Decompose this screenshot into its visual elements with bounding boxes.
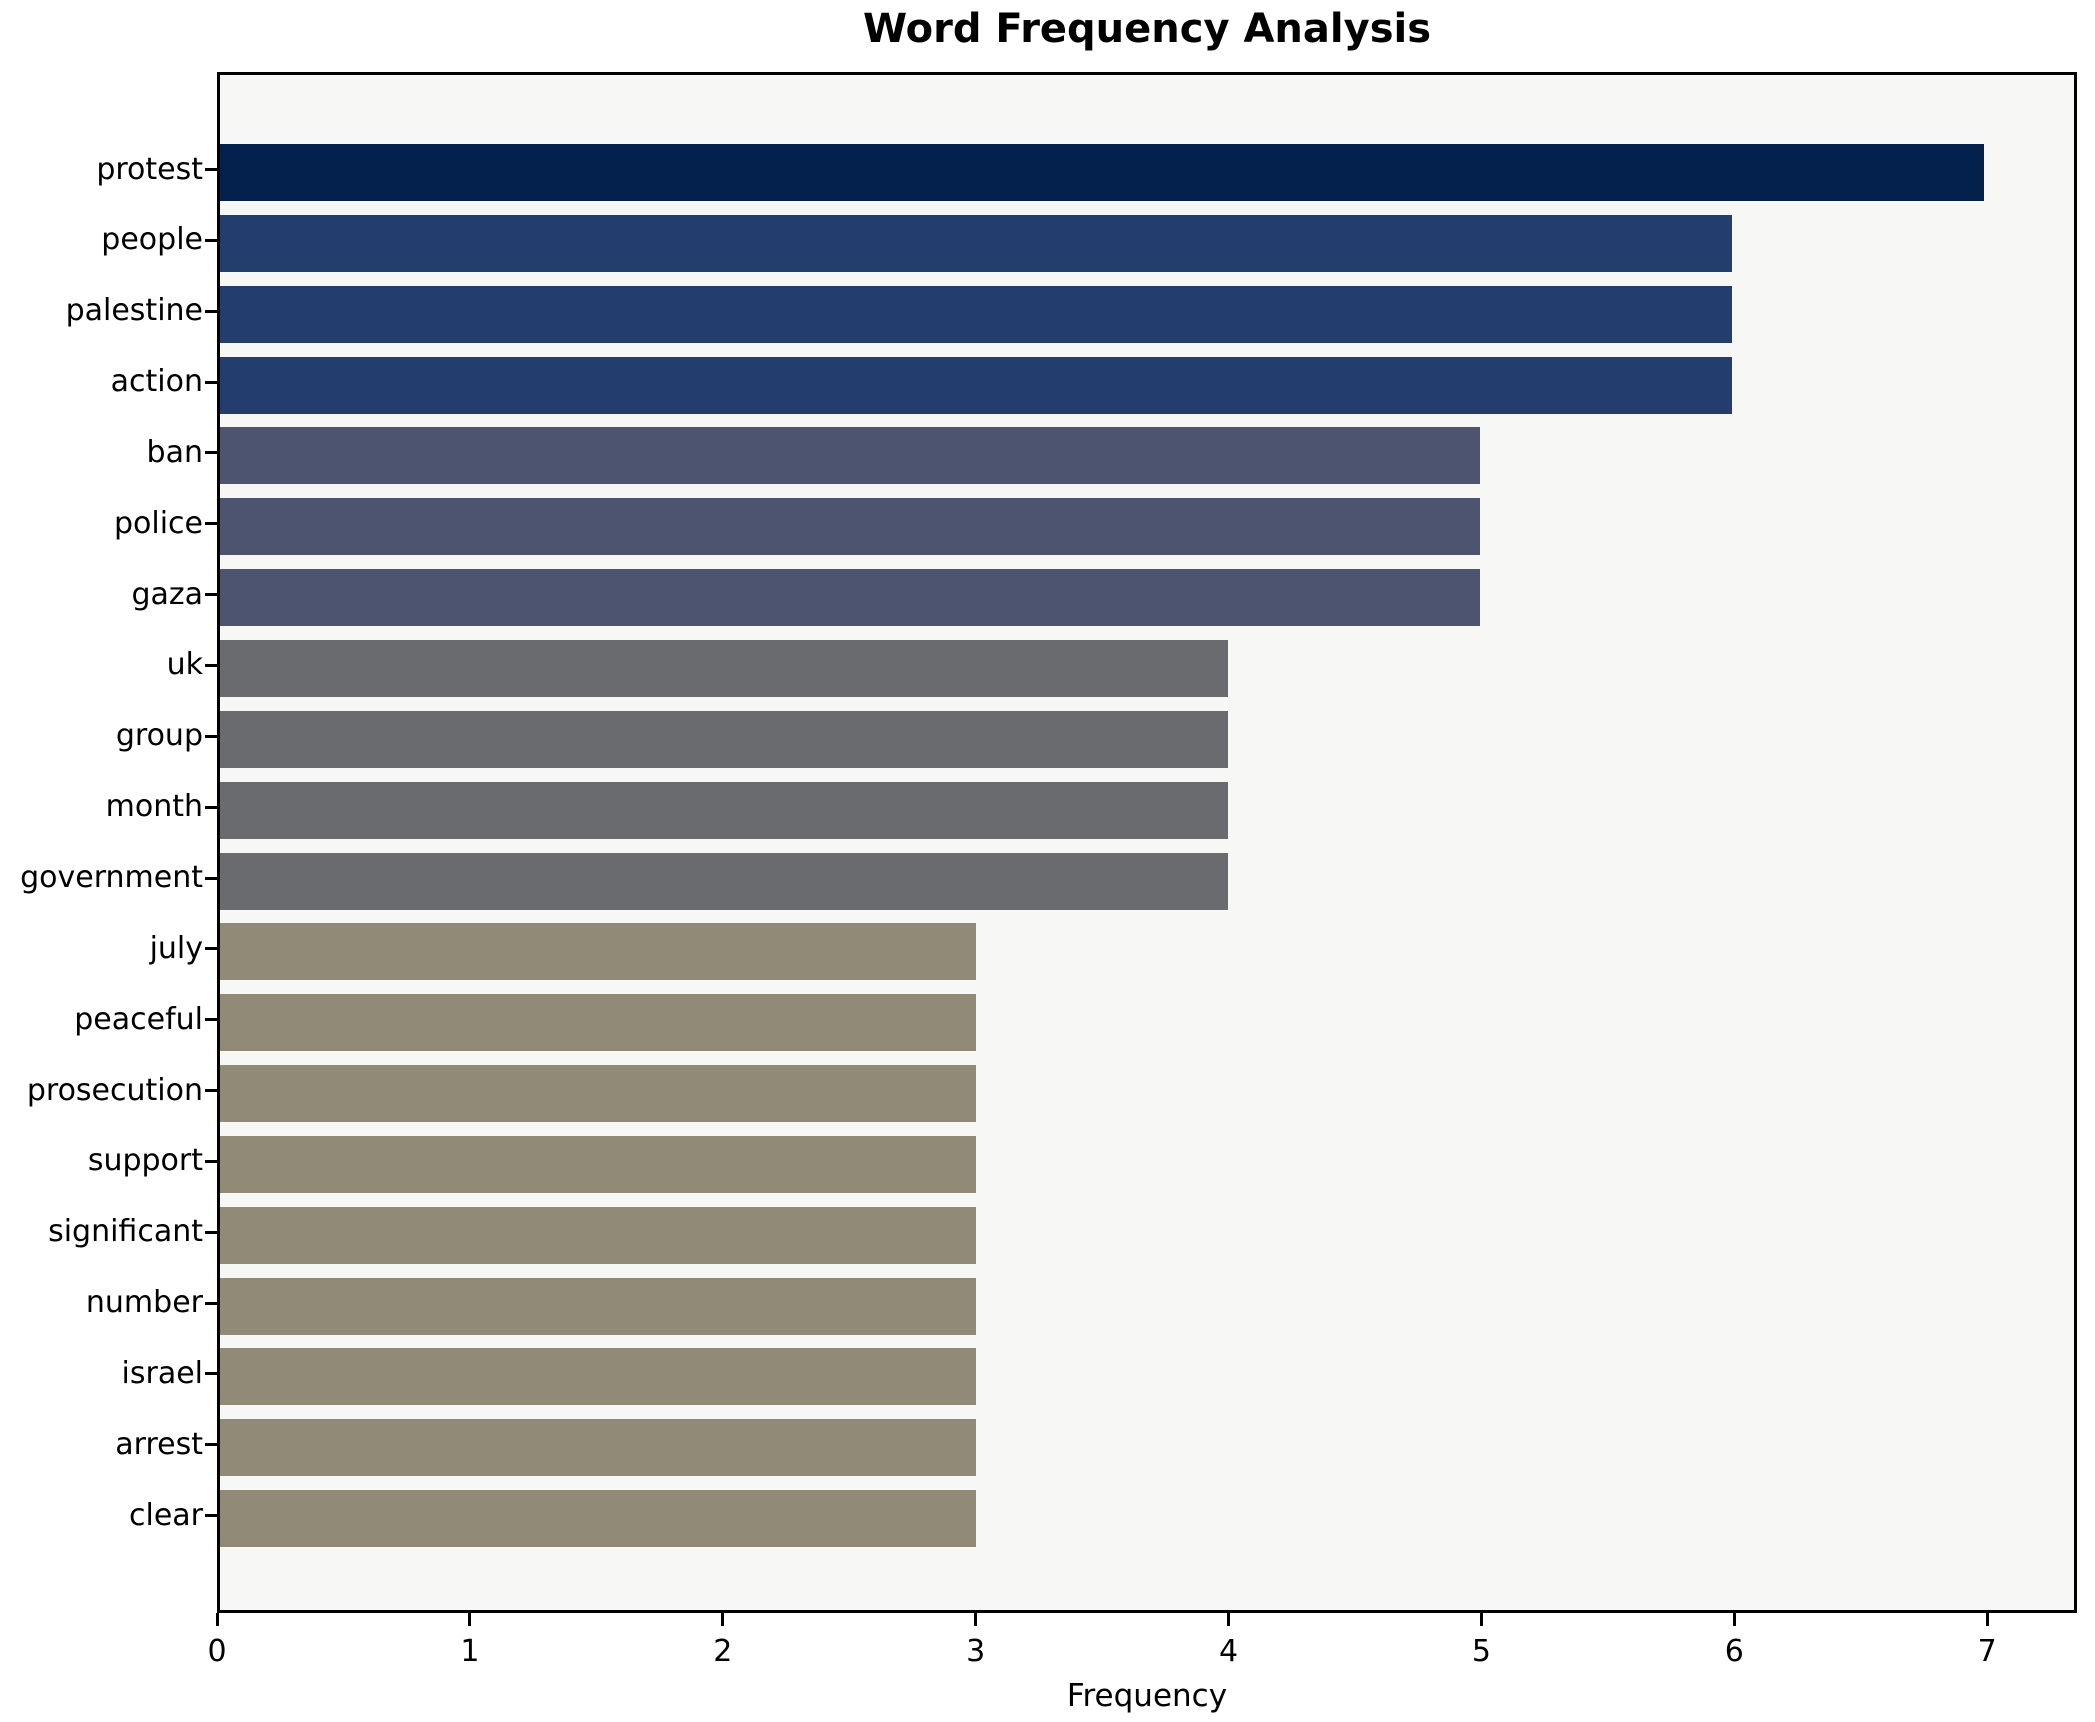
x-tick-label-5: 5 [1471, 1634, 1491, 1669]
y-tick-mark-peaceful [205, 1018, 217, 1022]
y-tick-mark-israel [205, 1372, 217, 1376]
bar-uk [220, 639, 1229, 697]
bar-peaceful [220, 994, 977, 1052]
y-tick-label-july: july [149, 930, 203, 966]
y-tick-label-support: support [87, 1143, 203, 1179]
y-tick-label-arrest: arrest [115, 1426, 203, 1462]
y-tick-label-group: group [115, 718, 203, 754]
x-tick-mark-1 [468, 1613, 472, 1626]
y-tick-label-number: number [85, 1285, 203, 1321]
bar-people [220, 214, 1733, 272]
y-tick-mark-action [205, 380, 217, 384]
y-tick-label-protest: protest [96, 151, 203, 187]
bar-government [220, 852, 1229, 910]
bar-action [220, 356, 1733, 414]
x-tick-mark-3 [974, 1613, 978, 1626]
y-tick-mark-clear [205, 1514, 217, 1518]
y-tick-mark-people [205, 238, 217, 242]
y-tick-mark-gaza [205, 593, 217, 597]
y-tick-label-action: action [110, 364, 203, 399]
y-tick-mark-government [205, 876, 217, 880]
bar-group [220, 710, 1229, 768]
y-tick-mark-month [205, 805, 217, 809]
y-tick-mark-police [205, 522, 217, 526]
x-tick-mark-7 [1985, 1613, 1989, 1626]
x-tick-mark-0 [215, 1613, 219, 1626]
x-tick-mark-4 [1227, 1613, 1231, 1626]
y-tick-mark-arrest [205, 1443, 217, 1447]
y-tick-label-prosecution: prosecution [26, 1072, 203, 1108]
y-tick-mark-number [205, 1301, 217, 1305]
bar-number [220, 1277, 977, 1335]
chart-title: Word Frequency Analysis [862, 6, 1432, 52]
y-tick-mark-palestine [205, 309, 217, 313]
y-tick-label-peaceful: peaceful [74, 1001, 203, 1037]
x-tick-label-7: 7 [1977, 1634, 1997, 1669]
x-tick-mark-6 [1732, 1613, 1736, 1626]
y-tick-label-police: police [113, 505, 203, 541]
bar-support [220, 1135, 977, 1193]
bar-palestine [220, 285, 1733, 343]
x-tick-mark-2 [721, 1613, 725, 1626]
y-tick-mark-significant [205, 1230, 217, 1234]
y-tick-label-clear: clear [128, 1497, 203, 1533]
bar-gaza [220, 569, 1481, 627]
y-tick-mark-support [205, 1159, 217, 1163]
x-tick-label-2: 2 [713, 1634, 733, 1669]
y-tick-label-israel: israel [121, 1355, 203, 1391]
x-tick-label-3: 3 [966, 1634, 986, 1669]
x-axis-label: Frequency [1066, 1678, 1228, 1714]
y-tick-label-month: month [105, 789, 203, 825]
x-tick-label-1: 1 [460, 1634, 480, 1669]
x-tick-label-0: 0 [207, 1634, 227, 1669]
y-tick-mark-uk [205, 663, 217, 667]
bar-clear [220, 1490, 977, 1548]
plot-area [217, 72, 2077, 1613]
y-tick-mark-prosecution [205, 1089, 217, 1092]
y-tick-mark-protest [205, 168, 217, 171]
y-tick-label-uk: uk [166, 647, 203, 683]
y-tick-mark-ban [205, 451, 217, 455]
y-tick-label-ban: ban [146, 434, 203, 470]
bar-ban [220, 427, 1481, 485]
bar-significant [220, 1206, 977, 1264]
y-tick-mark-group [205, 734, 217, 738]
bar-prosecution [220, 1065, 977, 1122]
bar-police [220, 498, 1481, 556]
y-tick-label-gaza: gaza [131, 576, 203, 612]
x-tick-label-4: 4 [1219, 1634, 1239, 1669]
x-tick-label-6: 6 [1724, 1634, 1744, 1669]
bar-protest [220, 144, 1985, 201]
y-tick-label-significant: significant [48, 1214, 203, 1250]
y-tick-mark-july [205, 947, 217, 951]
y-tick-label-people: people [101, 222, 203, 258]
bar-arrest [220, 1419, 977, 1477]
bar-july [220, 923, 977, 981]
y-tick-label-palestine: palestine [65, 293, 203, 329]
bar-israel [220, 1348, 977, 1406]
bar-month [220, 781, 1229, 839]
y-tick-label-government: government [20, 860, 203, 895]
x-tick-mark-5 [1479, 1613, 1483, 1626]
